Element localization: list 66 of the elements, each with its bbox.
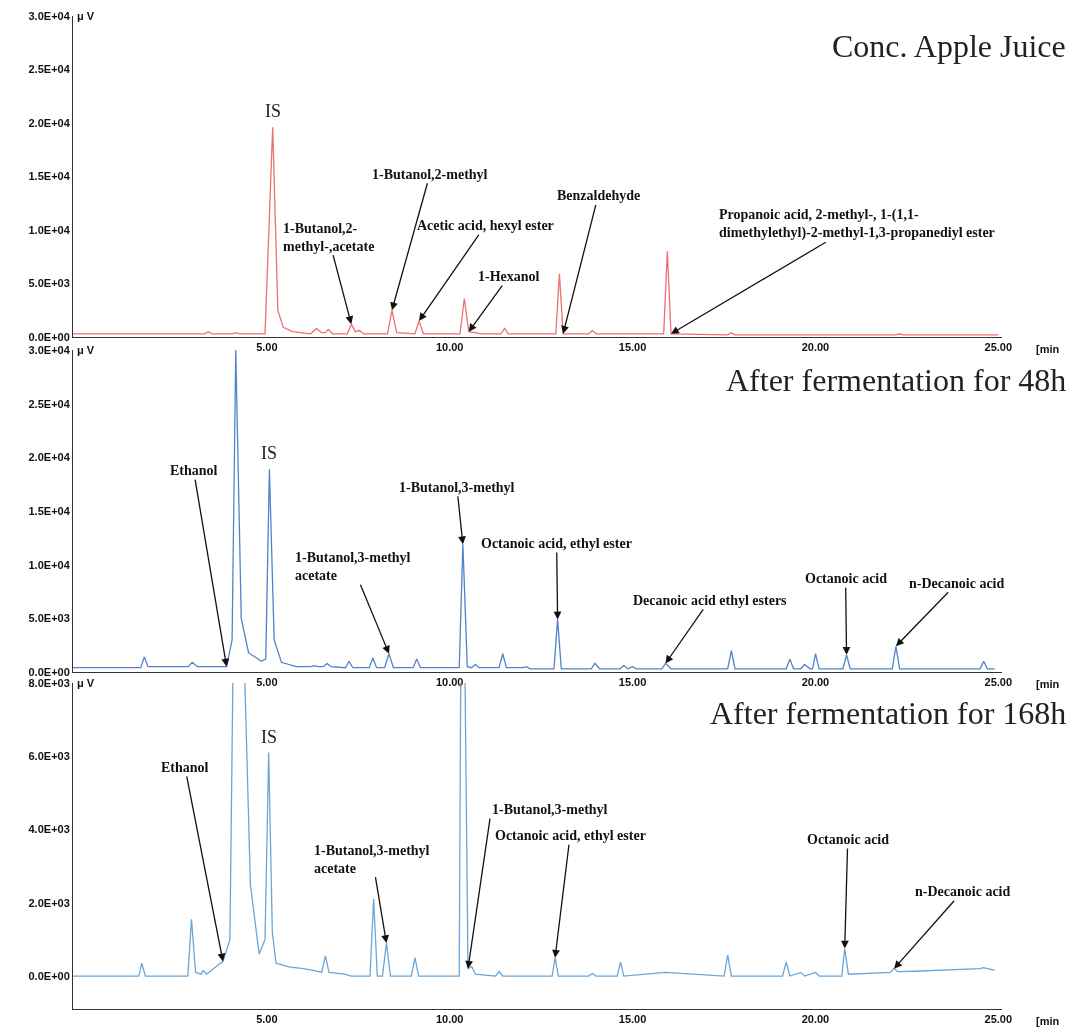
y-tick-label: 6.0E+03	[28, 750, 70, 763]
chart-title: After fermentation for 48h	[726, 362, 1067, 398]
annotation: Octanoic acid, ethyl ester	[481, 536, 632, 551]
y-tick-label: 1.5E+04	[28, 504, 71, 517]
chart-title: After fermentation for 168h	[710, 695, 1067, 731]
y-tick-label: 2.0E+04	[28, 116, 71, 129]
annotation: Acetic acid, hexyl ester	[417, 218, 554, 233]
x-tick-label: 20.00	[801, 676, 830, 689]
y-tick-label: 5.0E+03	[28, 612, 70, 625]
y-tick-label: 0.0E+00	[28, 665, 70, 678]
y-tick-label: 8.0E+03	[28, 676, 70, 689]
x-tick-label: 5.00	[256, 676, 278, 689]
annotation: 1-Butanol,3-methyl	[492, 802, 608, 817]
annotation: Octanoic acid	[805, 571, 888, 586]
x-tick-label: 25.00	[984, 676, 1013, 689]
annotation: IS	[261, 727, 278, 747]
y-tick-label: 4.0E+03	[28, 823, 70, 836]
y-tick-label: 3.0E+04	[28, 343, 71, 356]
annotation: n-Decanoic acid	[909, 576, 1005, 591]
x-tick-label: 10.00	[435, 1013, 464, 1026]
y-tick-label: 1.0E+04	[28, 223, 71, 236]
annotation: Octanoic acid	[807, 832, 890, 847]
y-tick-label: 1.5E+04	[28, 170, 71, 183]
chart-title: Conc. Apple Juice	[832, 28, 1066, 64]
x-tick-label: 5.00	[256, 1013, 278, 1026]
annotation: 1-Butanol,2-methyl	[372, 167, 488, 182]
annotation: 1-Butanol,2- methyl-,acetate	[283, 221, 375, 255]
line-series	[73, 126, 999, 336]
x-axis-title: [min	[1036, 1015, 1060, 1027]
annotation: 1-Butanol,3-methyl acetate	[295, 550, 411, 584]
y-tick-label: 2.5E+04	[28, 397, 71, 410]
y-tick-label: 0.0E+00	[28, 330, 70, 343]
y-axis-title: μ V	[77, 10, 95, 22]
annotation: Propanoic acid, 2-methyl-, 1-(1,1- dimethylethyl)-2-methyl-1,3-propanediyl ester	[719, 207, 995, 242]
annotation: Benzaldehyde	[557, 188, 641, 203]
annotation: 1-Butanol,3-methyl	[399, 480, 515, 495]
x-tick-label: 25.00	[984, 1013, 1013, 1026]
x-tick-label: 25.00	[984, 341, 1013, 354]
y-tick-label: 5.0E+03	[28, 277, 70, 290]
y-tick-label: 1.0E+04	[28, 558, 71, 571]
annotation: IS	[261, 443, 278, 463]
y-axis-title: μ V	[77, 677, 95, 689]
annotation: Octanoic acid, ethyl ester	[495, 828, 646, 843]
annotation: Ethanol	[170, 463, 218, 478]
y-tick-label: 2.5E+04	[28, 63, 71, 76]
x-tick-label: 15.00	[618, 1013, 647, 1026]
x-tick-label: 15.00	[618, 341, 647, 354]
x-tick-label: 20.00	[801, 1013, 830, 1026]
annotation: n-Decanoic acid	[915, 884, 1011, 899]
x-tick-label: 15.00	[618, 676, 647, 689]
x-axis-title: [min	[1036, 678, 1060, 690]
x-tick-label: 20.00	[801, 341, 830, 354]
x-tick-label: 10.00	[435, 341, 464, 354]
y-tick-label: 3.0E+04	[28, 9, 71, 22]
x-tick-label: 5.00	[256, 341, 278, 354]
annotation: Ethanol	[161, 760, 209, 775]
x-tick-label: 10.00	[435, 676, 464, 689]
y-tick-label: 2.0E+04	[28, 451, 71, 464]
y-axis-title: μ V	[77, 344, 95, 356]
y-tick-label: 0.0E+00	[28, 969, 70, 982]
x-axis-title: [min	[1036, 343, 1060, 355]
annotation: 1-Hexanol	[478, 269, 540, 284]
annotation: IS	[265, 101, 282, 121]
annotation: Decanoic acid ethyl esters	[633, 593, 788, 608]
y-tick-label: 2.0E+03	[28, 896, 70, 909]
annotation: 1-Butanol,3-methyl acetate	[314, 843, 430, 877]
